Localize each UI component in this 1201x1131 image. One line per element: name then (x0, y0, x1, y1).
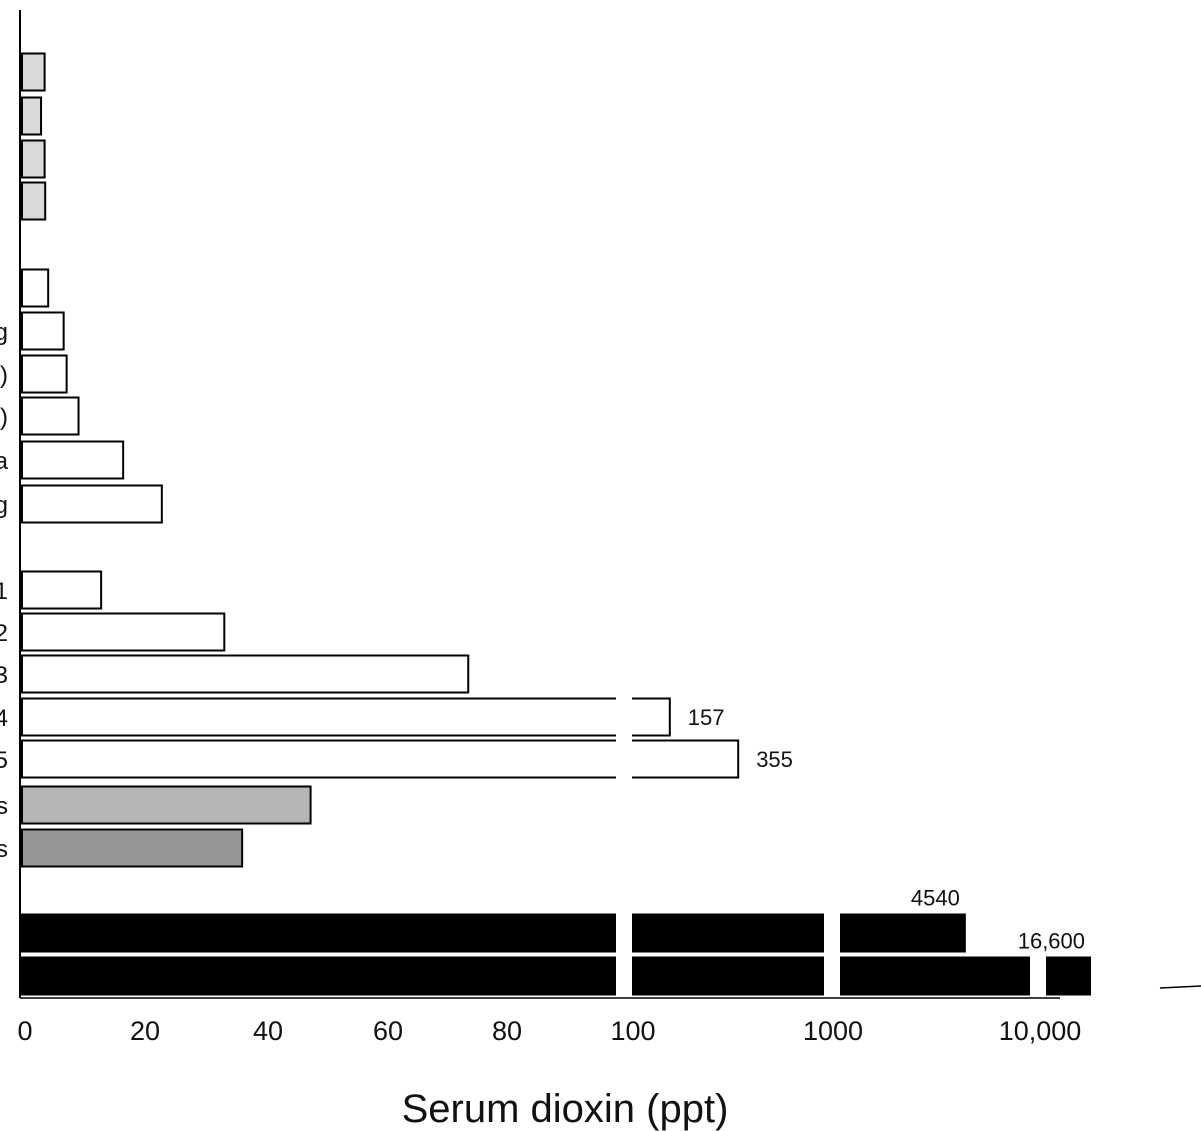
x-tick-label: 0 (17, 1016, 32, 1046)
category-label: 4 (0, 705, 8, 732)
x-tick-label: 1000 (803, 1016, 863, 1046)
data-label: 157 (688, 705, 725, 730)
category-label: 5 (0, 747, 8, 774)
bar-19 (21, 956, 1092, 996)
bar-3 (21, 139, 46, 179)
x-tick-label: 10,000 (999, 1016, 1082, 1046)
category-label: s (0, 836, 8, 863)
x-tick-labels: 0 20 40 60 80 100 1000 10,000 (17, 1016, 1081, 1046)
bar-14 (21, 697, 671, 737)
category-label: g (0, 492, 8, 519)
bar-1 (21, 52, 46, 92)
axis-break-markers (22, 690, 1165, 1002)
x-axis-label: Serum dioxin (ppt) (402, 1087, 729, 1131)
bar-8 (21, 396, 80, 436)
bar-7 (21, 354, 68, 394)
axis-break-gap (1030, 690, 1046, 1002)
axis-break-gap (616, 690, 632, 1002)
axis-break-gap (824, 690, 840, 1002)
bar-17 (21, 828, 244, 868)
x-tick-label: 60 (373, 1016, 403, 1046)
bar-9 (21, 440, 125, 480)
category-label: a (0, 448, 9, 475)
bar-6 (21, 311, 65, 351)
x-axis-tail (1159, 985, 1201, 989)
category-label: 3 (0, 662, 8, 689)
category-label: ) (0, 404, 8, 431)
bars-group (21, 52, 1092, 996)
bar-10 (21, 484, 163, 524)
bar-4 (21, 181, 47, 221)
x-tick-label: 100 (610, 1016, 655, 1046)
bar-2 (21, 96, 43, 136)
x-tick-label: 40 (253, 1016, 283, 1046)
x-tick-label: 20 (130, 1016, 160, 1046)
bar-13 (21, 654, 470, 694)
bar-5 (21, 268, 50, 308)
data-labels: 157 355 4540 16,600 (688, 705, 1085, 954)
bar-18 (21, 913, 966, 953)
category-label: ) (0, 362, 8, 389)
bar-12 (21, 612, 226, 652)
category-label: g (0, 319, 8, 346)
data-label: 4540 (911, 886, 960, 911)
data-label: 355 (756, 747, 793, 772)
category-label: 2 (0, 620, 8, 647)
category-label: 1 (0, 578, 8, 605)
data-label: 16,600 (1018, 929, 1085, 954)
x-tick-label: 80 (492, 1016, 522, 1046)
bar-11 (21, 570, 103, 610)
category-label: s (0, 793, 8, 820)
bar-16 (21, 785, 312, 825)
